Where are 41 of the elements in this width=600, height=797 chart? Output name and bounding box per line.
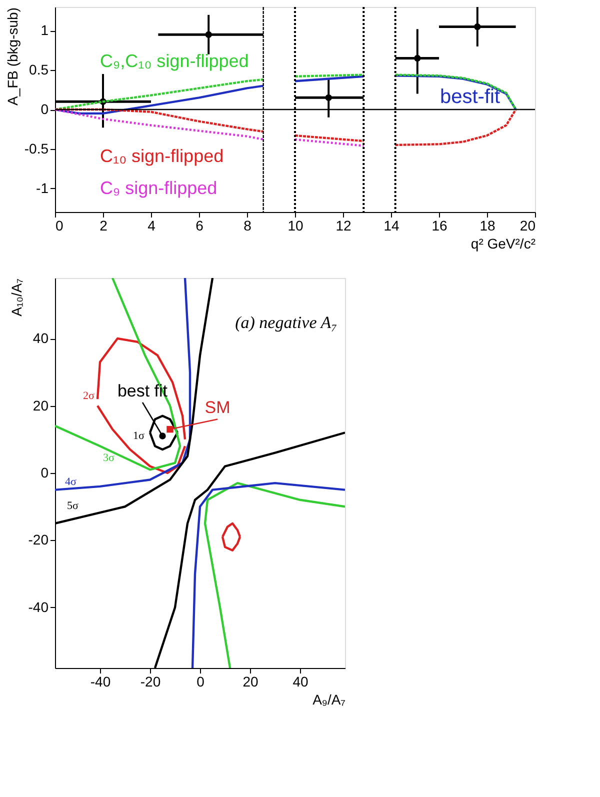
series-label: best-fit <box>440 86 500 108</box>
series-label: C₁₀ sign-flipped <box>100 146 224 166</box>
annotation: (a) negative A₇ <box>235 313 338 332</box>
x-tick-label: 2 <box>100 218 108 234</box>
text: C₉ sign-flipped <box>100 178 218 198</box>
x-tick-label: 20 <box>242 674 258 690</box>
x-tick-label: 0 <box>56 218 64 234</box>
series-label: 4σ <box>65 476 76 488</box>
y-tick-label: -40 <box>28 598 49 615</box>
x-tick-label: 40 <box>292 674 308 690</box>
x-axis-title: A₉/A₇ <box>312 692 346 708</box>
y-tick-label: -0.5 <box>24 140 49 156</box>
series-label: 3σ <box>103 452 114 464</box>
x-tick-label: -40 <box>90 674 111 690</box>
y-axis-title: A₁₀/A₇ <box>8 278 24 316</box>
x-tick-label: 6 <box>196 218 204 234</box>
x-tick-label: 14 <box>384 218 400 234</box>
y-tick-label: 20 <box>32 397 49 414</box>
y-axis-title: A_FB (bkg-sub) <box>4 8 20 106</box>
y-tick-label: 0 <box>40 464 49 480</box>
annotation: SM <box>204 398 230 418</box>
x-tick-label: -20 <box>140 674 161 690</box>
series-label: C₉,C₁₀ sign-flipped <box>100 51 249 71</box>
x-tick-label: 16 <box>432 218 448 234</box>
y-tick-label: 0.5 <box>29 62 49 78</box>
y-tick-label: 1 <box>40 22 49 38</box>
y-tick-label: -20 <box>28 532 49 548</box>
series-label: 1σ <box>133 430 144 442</box>
series-label: 2σ <box>83 390 94 402</box>
series-label: 5σ <box>67 500 78 512</box>
x-tick-label: 10 <box>288 218 304 234</box>
x-tick-label: 8 <box>244 218 252 234</box>
x-tick-label: 18 <box>480 218 496 234</box>
y-tick-label: 0 <box>40 101 49 117</box>
x-tick-label: 12 <box>336 218 352 234</box>
x-tick-label: 0 <box>196 674 205 690</box>
x-tick-label: 4 <box>148 218 156 234</box>
x-tick-label: 20 <box>520 218 536 234</box>
y-tick-label: -1 <box>36 180 49 196</box>
y-tick-label: 40 <box>32 330 49 346</box>
x-axis-title: q² GeV²/c² <box>470 236 536 252</box>
